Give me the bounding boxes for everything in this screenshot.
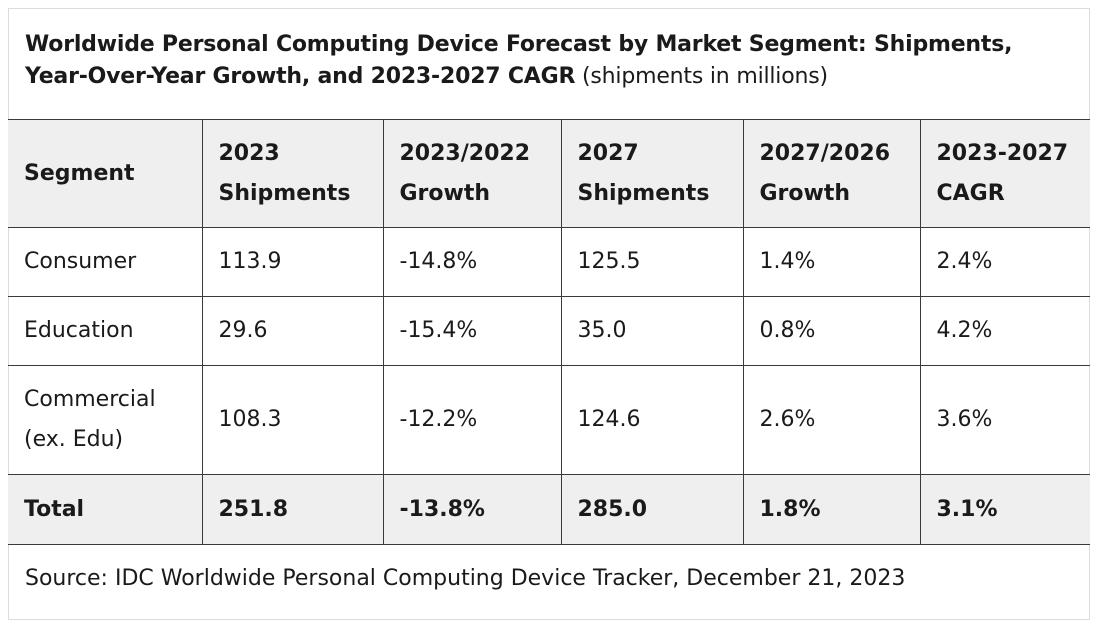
header-line: 2023-2027 [936, 140, 1069, 166]
segment-line: Commercial [24, 387, 156, 412]
cell-cagr: 3.1% [919, 474, 1090, 545]
segment-line: (ex. Edu) [24, 427, 124, 452]
forecast-table-card: Worldwide Personal Computing Device Fore… [8, 8, 1090, 620]
header-line: 2027 [577, 140, 639, 166]
cell-2023-shipments: 113.9 [201, 227, 384, 297]
cell-cagr: 4.2% [919, 296, 1090, 366]
table-title: Worldwide Personal Computing Device Fore… [9, 9, 1089, 119]
header-cagr: 2023-2027 CAGR [919, 119, 1090, 228]
header-line: Shipments [218, 180, 351, 206]
cell-2027-shipments: 285.0 [560, 474, 744, 545]
cell-segment: Consumer [8, 227, 203, 297]
table-title-main: Worldwide Personal Computing Device Fore… [25, 32, 1013, 89]
cell-segment: Education [8, 296, 203, 366]
header-line: Growth [759, 180, 851, 206]
header-row: Segment 2023 Shipments 2023/2022 Growth … [8, 119, 1090, 228]
table-row-consumer: Consumer 113.9 -14.8% 125.5 1.4% 2.4% [8, 227, 1090, 297]
cell-2023-shipments: 108.3 [201, 365, 384, 475]
cell-segment: Total [8, 474, 203, 545]
cell-2027-2026-growth: 1.4% [742, 227, 921, 297]
forecast-table: Segment 2023 Shipments 2023/2022 Growth … [8, 119, 1090, 545]
cell-cagr: 3.6% [919, 365, 1090, 475]
header-2023-2022-growth: 2023/2022 Growth [382, 119, 562, 228]
cell-2023-2022-growth: -15.4% [382, 296, 562, 366]
header-2027-2026-growth: 2027/2026 Growth [742, 119, 921, 228]
header-line: 2023/2022 [399, 140, 531, 166]
table-title-unit: (shipments in millions) [582, 64, 828, 89]
cell-segment: Commercial (ex. Edu) [8, 365, 203, 475]
cell-cagr: 2.4% [919, 227, 1090, 297]
cell-2027-shipments: 125.5 [560, 227, 744, 297]
header-line: Growth [399, 180, 491, 206]
cell-2027-2026-growth: 2.6% [742, 365, 921, 475]
table-row-total: Total 251.8 -13.8% 285.0 1.8% 3.1% [8, 474, 1090, 545]
header-line: CAGR [936, 180, 1005, 206]
cell-2023-shipments: 29.6 [201, 296, 384, 366]
header-line: Shipments [577, 180, 710, 206]
source-note: Source: IDC Worldwide Personal Computing… [25, 566, 906, 591]
cell-2023-2022-growth: -14.8% [382, 227, 562, 297]
header-segment: Segment [8, 119, 203, 228]
cell-2023-2022-growth: -13.8% [382, 474, 562, 545]
cell-2027-2026-growth: 1.8% [742, 474, 921, 545]
header-2027-shipments: 2027 Shipments [560, 119, 744, 228]
table-row-education: Education 29.6 -15.4% 35.0 0.8% 4.2% [8, 296, 1090, 366]
cell-2027-shipments: 35.0 [560, 296, 744, 366]
header-2023-shipments: 2023 Shipments [201, 119, 384, 228]
cell-2023-shipments: 251.8 [201, 474, 384, 545]
header-segment-label: Segment [24, 160, 135, 186]
cell-2027-2026-growth: 0.8% [742, 296, 921, 366]
header-line: 2023 [218, 140, 280, 166]
header-line: 2027/2026 [759, 140, 891, 166]
cell-2023-2022-growth: -12.2% [382, 365, 562, 475]
cell-2027-shipments: 124.6 [560, 365, 744, 475]
table-row-commercial: Commercial (ex. Edu) 108.3 -12.2% 124.6 … [8, 365, 1090, 475]
